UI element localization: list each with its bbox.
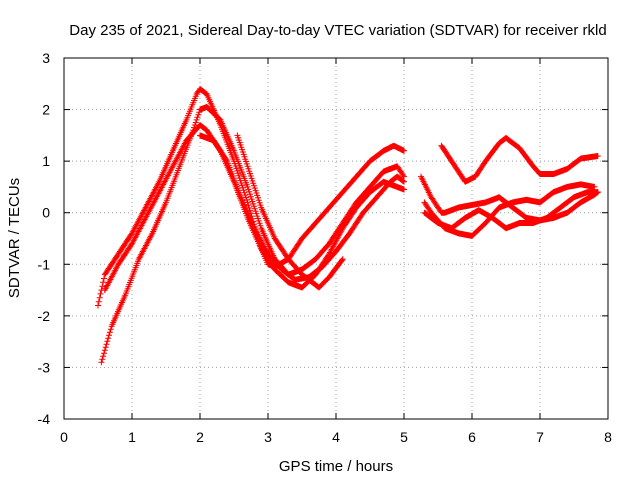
y-tick-label: -4 [38, 411, 51, 427]
chart-title: Day 235 of 2021, Sidereal Day-to-day VTE… [69, 22, 606, 39]
x-tick-label: 7 [536, 429, 544, 445]
y-tick-label: 0 [42, 205, 50, 221]
series-markers [438, 134, 601, 185]
x-tick-label: 2 [196, 429, 204, 445]
x-tick-label: 3 [264, 429, 272, 445]
data-points [95, 85, 601, 366]
series-markers [234, 132, 346, 291]
axis-ticks [63, 57, 609, 420]
y-tick-label: -2 [38, 308, 51, 324]
series-arc8 [438, 134, 601, 185]
y-tick-label: 1 [42, 153, 50, 169]
y-tick-label: -1 [38, 256, 51, 272]
series-markers [98, 104, 407, 366]
x-tick-label: 5 [400, 429, 408, 445]
series-arc9 [421, 181, 598, 239]
x-tick-label: 6 [468, 429, 476, 445]
x-tick-label: 1 [128, 429, 136, 445]
series-markers [421, 181, 598, 239]
y-tick-label: 2 [42, 102, 50, 118]
series-arc2 [98, 104, 407, 366]
x-axis-label: GPS time / hours [279, 458, 393, 475]
x-tick-label: 0 [60, 429, 68, 445]
y-tick-labels: -4 -3 -2 -1 0 1 2 3 [38, 50, 51, 427]
series-arc5 [234, 132, 346, 291]
series-markers [197, 132, 407, 283]
y-tick-label: 3 [42, 50, 50, 66]
y-tick-label: -3 [38, 359, 51, 375]
x-tick-label: 8 [604, 429, 612, 445]
series-arc4 [197, 132, 407, 283]
y-axis-label: SDTVAR / TECUs [6, 178, 23, 298]
x-tick-labels: 0 1 2 3 4 5 6 7 8 [60, 429, 612, 445]
x-tick-label: 4 [332, 429, 340, 445]
